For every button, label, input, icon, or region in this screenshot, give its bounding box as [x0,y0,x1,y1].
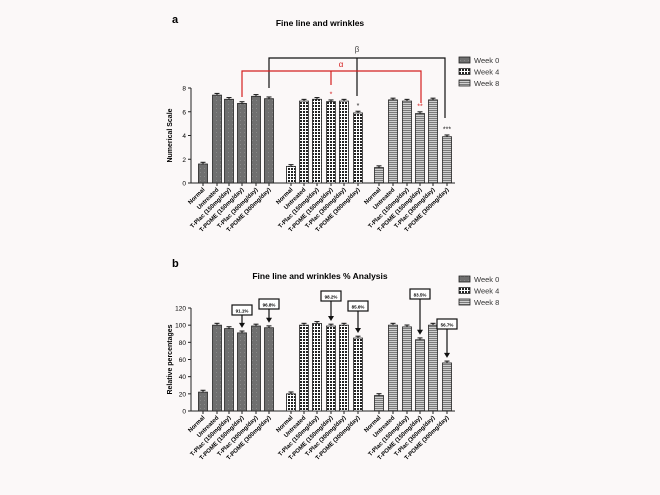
bar-1-0 [286,165,296,184]
y-tick-label: 20 [179,391,187,398]
y-tick-label: 60 [179,357,187,364]
annotation-label: 85.6% [352,305,365,310]
beta-label: β [355,45,360,54]
bar-1-3 [326,101,336,184]
bar-2-4 [428,99,438,184]
annotation-arrowhead [328,316,334,322]
legend-swatch [458,298,471,306]
bar-0-4 [251,95,261,184]
bar-2-5 [442,136,452,184]
bar-0-1 [212,94,222,184]
bar-0-2 [224,98,234,184]
annotation-arrowhead [444,352,450,358]
bar-1-1 [299,324,309,412]
y-tick-label: 120 [175,306,186,313]
y-tick-label: 2 [182,157,186,164]
bar-1-5 [353,337,363,412]
y-axis-label: Numerical Scale [167,108,174,162]
y-tick-label: 100 [175,323,186,330]
bar-2-1 [388,99,398,184]
bar-2-2 [402,326,412,412]
bar-0-3 [237,332,247,412]
bar-1-4 [339,324,349,412]
bar-2-3 [415,339,425,412]
bar-2-1 [388,324,398,412]
bar-0-0 [198,163,208,184]
significance-mark: *** [443,127,451,134]
significance-mark: ** [417,104,423,111]
significance-mark: * [357,103,360,110]
legend-swatch [458,68,471,75]
y-tick-label: 6 [182,109,186,116]
panel-label-a: a [172,14,179,26]
annotation-arrowhead [355,328,361,334]
chart-b: Fine line and wrinkles % Analysis 0 20 40 60… [167,271,499,462]
bar-0-2 [224,328,234,412]
bar-1-5 [353,112,363,184]
bar-1-4 [339,100,349,184]
legend-label: Week 0 [474,275,499,284]
y-axis-label: Relative percentages [167,324,174,394]
annotation-label: 98.2% [325,295,338,300]
panel-label-b: b [172,258,179,270]
bar-0-1 [212,324,222,412]
legend-label: Week 4 [474,287,499,296]
bar-0-4 [251,325,261,412]
annotation-arrowhead [239,322,245,328]
y-tick-label: 80 [179,340,187,347]
annotation-arrowhead [417,329,423,335]
chart-title: Fine line and wrinkles % Analysis [252,271,388,281]
bar-2-0 [374,395,384,412]
legend-swatch [458,79,471,87]
alpha-label: α [339,60,344,69]
chart-title: Fine line and wrinkles [276,18,365,28]
annotation-label: 83.5% [414,293,427,298]
legend-label: Week 4 [474,68,499,77]
legend-swatch [458,56,471,64]
bar-2-3 [415,113,425,184]
y-tick-label: 4 [182,133,186,140]
bar-0-5 [264,98,274,184]
y-tick-label: 0 [182,181,186,188]
significance-mark: * [330,92,333,99]
bar-2-5 [442,362,452,412]
bar-1-2 [312,98,322,184]
legend-label: Week 8 [474,298,499,307]
bar-1-0 [286,393,296,412]
bar-1-2 [312,323,322,412]
legend-label: Week 8 [474,79,499,88]
bar-2-2 [402,100,412,184]
bar-0-5 [264,327,274,412]
bar-2-4 [428,324,438,412]
legend-swatch [458,287,471,294]
annotation-label: 96.8% [263,303,276,308]
legend-swatch [458,275,471,283]
bar-0-3 [237,103,247,184]
chart-a: Fine line and wrinkles 0 2 4 6 8 Numerical Sca… [167,18,499,234]
bar-2-0 [374,167,384,184]
y-tick-label: 40 [179,374,187,381]
legend-label: Week 0 [474,56,499,65]
annotation-label: 56.7% [441,323,454,328]
bar-1-3 [326,325,336,412]
y-tick-label: 8 [182,86,186,93]
y-tick-label: 0 [182,409,186,416]
bar-0-0 [198,391,208,412]
bar-1-1 [299,100,309,184]
annotation-arrowhead [266,317,272,323]
annotation-label: 91.1% [236,309,249,314]
